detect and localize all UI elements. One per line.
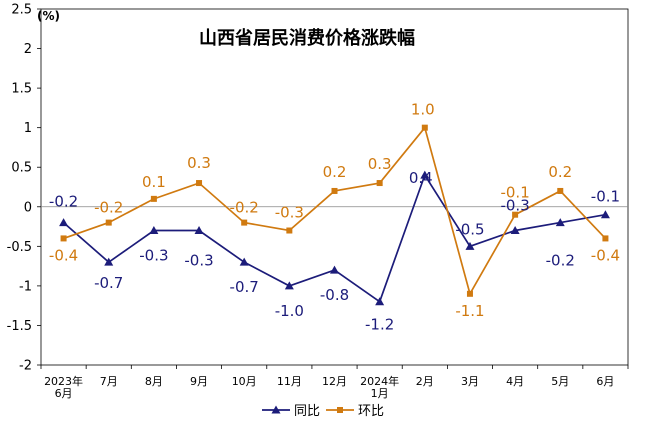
- data-label: -0.2: [230, 199, 259, 217]
- data-point-triangle: [194, 226, 204, 235]
- x-tick-label: 6月: [55, 387, 73, 400]
- chart-title: 山西省居民消费价格涨跌幅: [199, 27, 415, 49]
- x-tick-label: 7月: [100, 375, 118, 388]
- data-point-triangle: [600, 210, 610, 219]
- legend-label: 同比: [294, 404, 320, 419]
- data-point-square: [512, 211, 519, 218]
- plot-area: [40, 8, 629, 366]
- data-point-triangle: [555, 218, 565, 227]
- legend: 同比 环比: [262, 404, 384, 419]
- y-tick-label: 0.5: [11, 161, 32, 176]
- data-point-square: [286, 227, 293, 234]
- data-point-square: [196, 180, 203, 187]
- data-point-square: [241, 219, 248, 226]
- data-label: 0.1: [142, 173, 166, 191]
- y-tick-label: -0.5: [7, 240, 32, 255]
- data-label: -0.3: [500, 197, 529, 215]
- series-lines: [63, 125, 607, 304]
- y-axis: 2.5 2 1.5 1 0.5 0 -0.5 -1 -1.5 -2: [7, 3, 41, 374]
- series-markers: [59, 124, 610, 306]
- data-label: -0.2: [94, 199, 123, 217]
- data-point-triangle: [239, 257, 249, 266]
- x-tick-label: 5月: [551, 375, 569, 388]
- data-point-square: [421, 124, 428, 131]
- x-tick-label: 12月: [322, 375, 347, 388]
- x-tick-label: 2月: [416, 375, 434, 388]
- data-label: -0.1: [591, 188, 620, 206]
- data-point-triangle: [330, 265, 339, 274]
- data-label: -0.2: [49, 193, 78, 211]
- data-label: -1.2: [365, 316, 394, 334]
- legend-label: 环比: [358, 404, 384, 419]
- data-point-triangle: [59, 218, 69, 227]
- data-label: 0.3: [187, 154, 211, 172]
- data-point-square: [557, 187, 564, 194]
- y-tick-label: 2: [24, 42, 32, 57]
- data-point-square: [150, 195, 157, 202]
- data-point-square: [60, 235, 67, 242]
- data-point-triangle: [465, 241, 475, 250]
- data-label: 0.4: [409, 169, 433, 187]
- data-label: 0.3: [368, 155, 392, 173]
- data-label: -1.0: [275, 302, 304, 320]
- data-point-square: [602, 235, 609, 242]
- y-tick-label: -1: [19, 279, 32, 294]
- data-label: -1.1: [455, 302, 484, 320]
- data-label: -0.4: [49, 246, 78, 264]
- x-tick-label: 11月: [277, 375, 302, 388]
- data-label: -0.3: [184, 252, 213, 270]
- data-label: 0.2: [323, 163, 347, 181]
- x-tick-label: 1月: [371, 387, 389, 400]
- y-tick-label: -2: [19, 359, 32, 374]
- data-labels: -0.2-0.7-0.3 -0.3-0.7-1.0-0.8-1.20.4-0.5-…: [49, 101, 620, 334]
- data-label: -0.4: [591, 246, 620, 264]
- data-point-triangle: [420, 170, 430, 179]
- x-tick-label: 8月: [145, 375, 163, 388]
- data-point-triangle: [149, 226, 159, 235]
- data-label: -0.3: [275, 204, 304, 222]
- x-tick-label: 4月: [506, 375, 524, 388]
- data-point-square: [105, 219, 112, 226]
- data-point-square: [331, 187, 338, 194]
- data-label: -0.7: [230, 278, 259, 296]
- data-label: 0.2: [548, 163, 572, 181]
- y-tick-label: -1.5: [7, 319, 32, 334]
- y-tick-label: 0: [24, 200, 32, 215]
- data-label: -0.5: [455, 220, 484, 238]
- data-label: 1.0: [411, 101, 435, 119]
- data-point-triangle: [375, 297, 385, 306]
- data-point-square: [466, 290, 473, 297]
- data-label: -0.8: [320, 286, 349, 304]
- data-point-triangle: [104, 257, 114, 266]
- x-tick-label: 2024年: [360, 374, 399, 388]
- x-tick-label: 10月: [232, 375, 257, 388]
- legend-marker-triangle: [271, 405, 281, 414]
- unit-label: (%): [37, 9, 60, 23]
- y-tick-label: 2.5: [11, 3, 32, 18]
- legend-marker-square: [337, 407, 343, 413]
- data-point-square: [376, 180, 383, 187]
- data-point-triangle: [284, 281, 294, 290]
- data-label: -0.3: [139, 247, 168, 265]
- data-label: -0.2: [546, 252, 575, 270]
- y-tick-label: 1: [24, 121, 32, 136]
- x-tick-label: 9月: [190, 375, 208, 388]
- x-tick-label: 2023年: [44, 374, 83, 388]
- x-tick-label: 3月: [461, 375, 479, 388]
- data-label: -0.7: [94, 274, 123, 292]
- x-tick-label: 6月: [596, 375, 614, 388]
- data-point-triangle: [510, 226, 520, 235]
- data-label: -0.1: [500, 184, 529, 202]
- y-tick-label: 1.5: [11, 82, 32, 97]
